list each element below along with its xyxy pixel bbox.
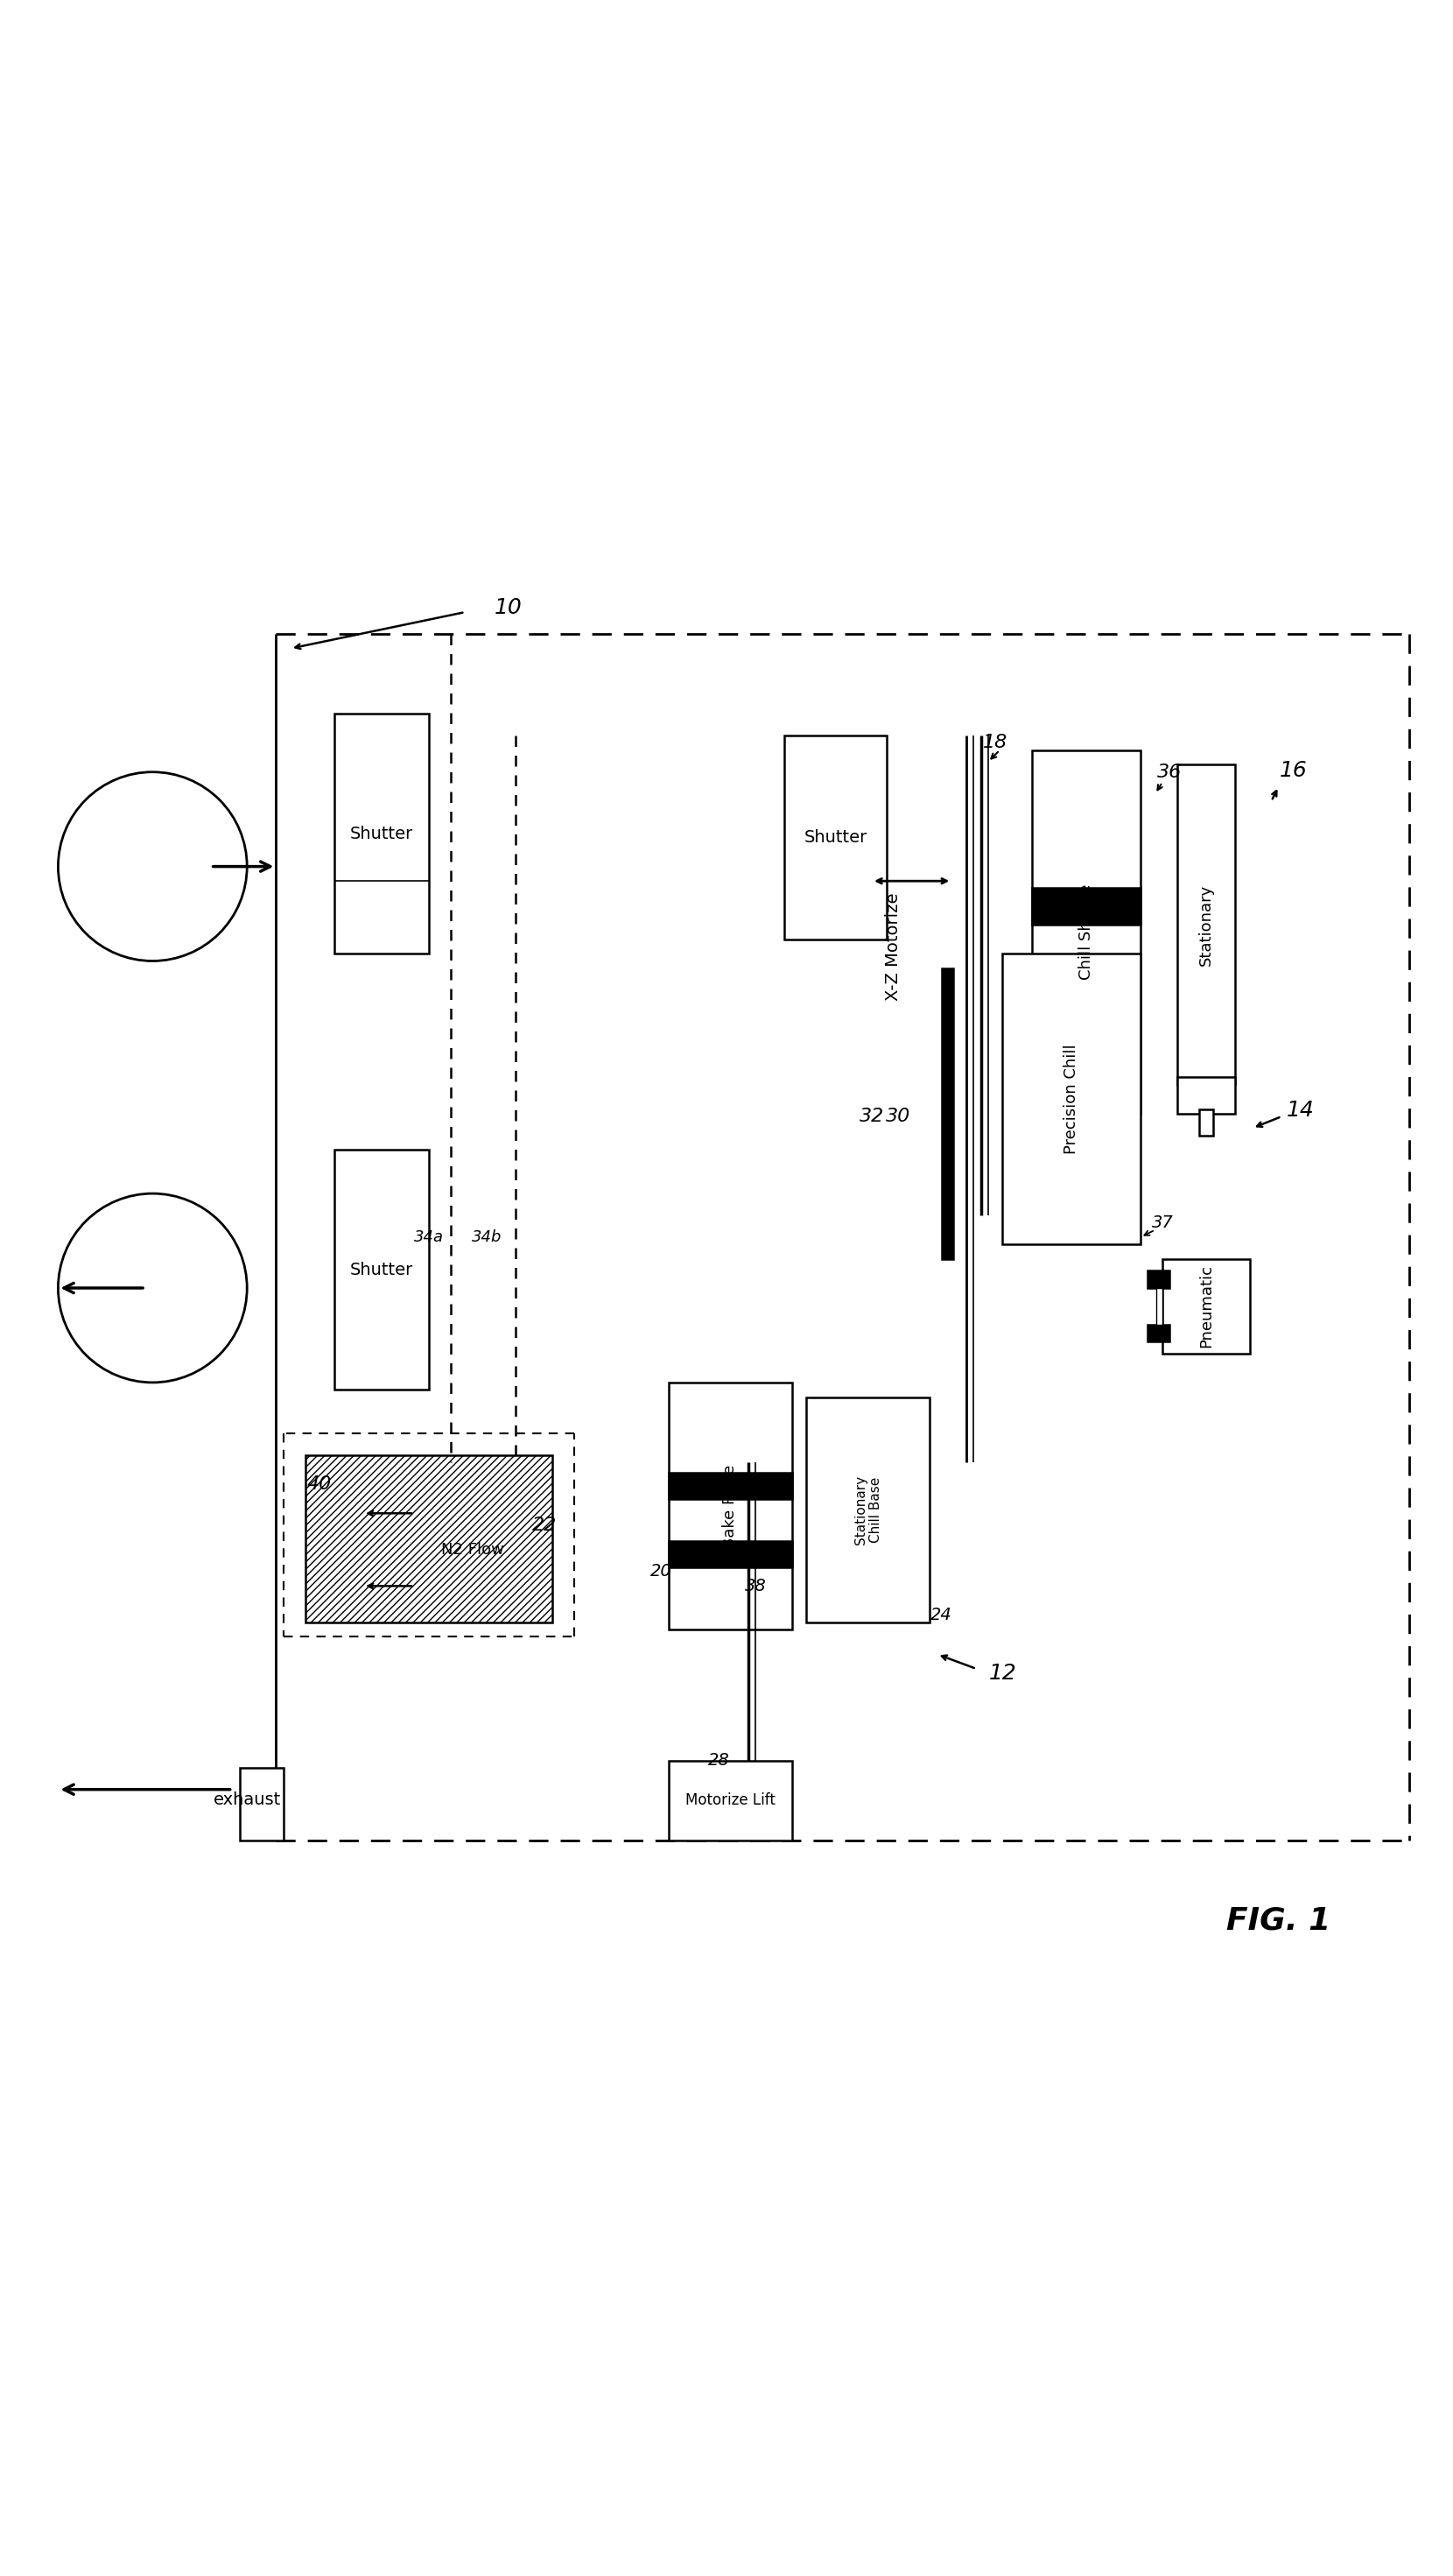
Text: Shutter: Shutter [350,824,413,842]
FancyBboxPatch shape [334,1149,429,1388]
Text: 36: 36 [1157,762,1183,781]
FancyBboxPatch shape [1162,1260,1250,1352]
FancyBboxPatch shape [1148,1270,1170,1288]
Text: Shutter: Shutter [350,1262,413,1278]
Text: 30: 30 [885,1108,911,1126]
Text: FIG. 1: FIG. 1 [1226,1906,1331,1935]
FancyBboxPatch shape [1032,889,1141,925]
FancyBboxPatch shape [240,1767,283,1839]
FancyBboxPatch shape [1148,1324,1170,1342]
Text: 28: 28 [709,1752,729,1770]
FancyBboxPatch shape [1177,765,1235,1084]
FancyBboxPatch shape [668,1759,792,1839]
FancyBboxPatch shape [1032,750,1141,1113]
Text: Chill Shuttle: Chill Shuttle [1078,884,1094,979]
Text: 12: 12 [988,1662,1017,1685]
Text: X-Z Motorize: X-Z Motorize [885,891,902,999]
Text: Bake Plate: Bake Plate [722,1463,738,1548]
FancyBboxPatch shape [785,737,886,940]
Text: 34a: 34a [414,1229,443,1244]
Text: 20: 20 [651,1564,671,1579]
FancyBboxPatch shape [668,1540,792,1566]
FancyBboxPatch shape [1003,953,1141,1244]
FancyBboxPatch shape [806,1396,930,1623]
FancyBboxPatch shape [668,1383,792,1631]
Text: Shutter: Shutter [804,829,867,845]
Text: exhaust: exhaust [214,1790,280,1808]
Text: 32: 32 [859,1108,885,1126]
Text: Precision Chill: Precision Chill [1064,1043,1080,1154]
FancyBboxPatch shape [1032,989,1141,1025]
Text: 16: 16 [1279,760,1308,781]
Text: 37: 37 [1152,1213,1173,1231]
FancyBboxPatch shape [1199,1110,1213,1136]
FancyBboxPatch shape [668,1473,792,1499]
Text: 14: 14 [1286,1100,1315,1121]
Text: 40: 40 [307,1476,333,1494]
Text: Pneumatic: Pneumatic [1199,1265,1213,1347]
FancyBboxPatch shape [942,969,953,1260]
FancyBboxPatch shape [334,714,429,953]
Text: 24: 24 [931,1607,952,1623]
FancyBboxPatch shape [1157,1288,1162,1324]
Text: 38: 38 [745,1577,766,1595]
Text: 22: 22 [532,1517,558,1533]
Text: 34b: 34b [472,1229,501,1244]
Text: Stationary: Stationary [1199,884,1213,966]
Text: 10: 10 [494,598,523,618]
Text: Stationary
Chill Base: Stationary Chill Base [854,1476,882,1543]
FancyBboxPatch shape [305,1455,552,1623]
FancyBboxPatch shape [1177,1077,1235,1113]
Text: 18: 18 [982,734,1008,752]
Text: N2 Flow: N2 Flow [440,1543,504,1558]
Text: Motorize Lift: Motorize Lift [686,1793,774,1808]
